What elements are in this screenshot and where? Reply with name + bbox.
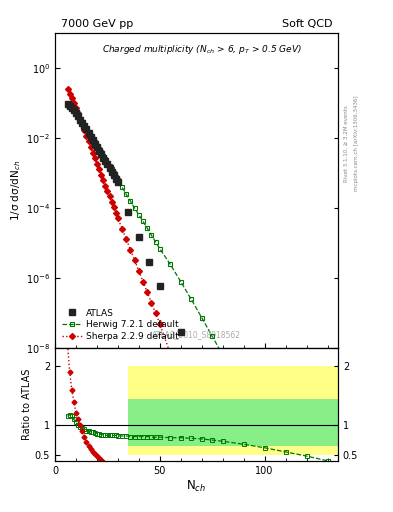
Text: Rivet 3.1.10, ≥ 3.2M events: Rivet 3.1.10, ≥ 3.2M events	[344, 105, 349, 182]
Text: 7000 GeV pp: 7000 GeV pp	[61, 18, 133, 29]
Text: Charged multiplicity ($N_{ch}$ > 6, $p_{T}$ > 0.5 GeV): Charged multiplicity ($N_{ch}$ > 6, $p_{…	[102, 42, 302, 56]
Legend: ATLAS, Herwig 7.2.1 default, Sherpa 2.2.9 default: ATLAS, Herwig 7.2.1 default, Sherpa 2.2.…	[59, 306, 181, 344]
Text: ATLAS_2010_S8918562: ATLAS_2010_S8918562	[152, 330, 241, 339]
X-axis label: N$_{ch}$: N$_{ch}$	[186, 478, 207, 494]
Text: Soft QCD: Soft QCD	[282, 18, 332, 29]
Y-axis label: 1/σ dσ/dN$_{ch}$: 1/σ dσ/dN$_{ch}$	[9, 160, 23, 221]
Text: mcplots.cern.ch [arXiv:1306.3436]: mcplots.cern.ch [arXiv:1306.3436]	[354, 96, 359, 191]
Y-axis label: Ratio to ATLAS: Ratio to ATLAS	[22, 369, 32, 440]
